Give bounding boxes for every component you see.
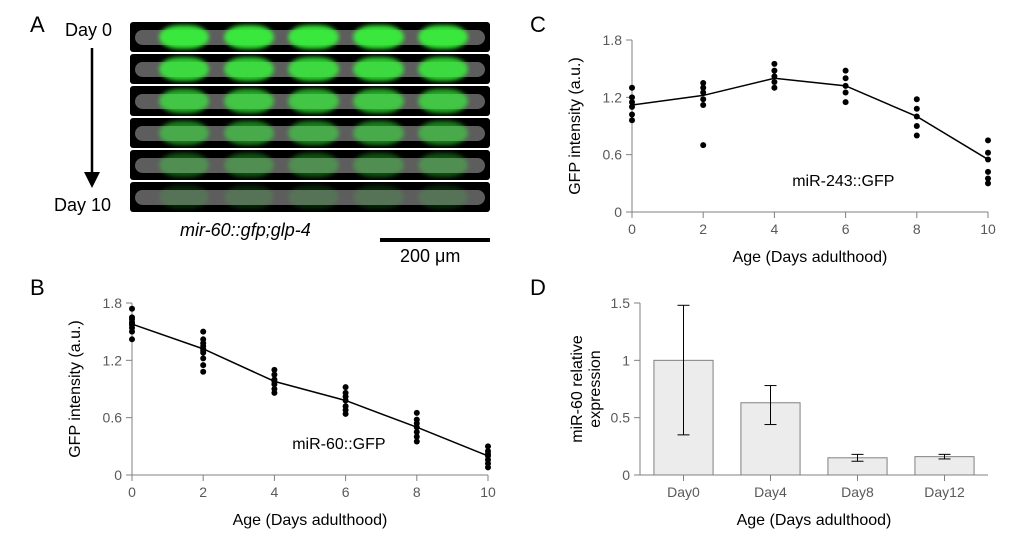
panel-label-B: B — [30, 275, 45, 301]
figure-root: A B C D Day 0 Day 10 mir-60::gfp;glp-4 2… — [0, 0, 1020, 540]
panel-A-day-bottom: Day 10 — [54, 195, 111, 216]
chart-C: 00.61.21.80246810miR-243::GFPAge (Days a… — [560, 22, 1000, 272]
svg-text:Age (Days adulthood): Age (Days adulthood) — [733, 249, 888, 266]
svg-text:0: 0 — [622, 467, 630, 483]
svg-text:0: 0 — [628, 221, 636, 237]
svg-text:1.2: 1.2 — [603, 89, 623, 105]
svg-text:GFP intensity (a.u.): GFP intensity (a.u.) — [67, 320, 84, 458]
svg-text:miR-243::GFP: miR-243::GFP — [792, 173, 894, 190]
svg-text:Day12: Day12 — [924, 484, 965, 500]
svg-text:8: 8 — [913, 221, 921, 237]
svg-text:6: 6 — [842, 221, 850, 237]
svg-text:expression: expression — [587, 350, 604, 427]
svg-text:1.2: 1.2 — [103, 352, 123, 368]
svg-text:Age (Days adulthood): Age (Days adulthood) — [737, 512, 892, 529]
panel-label-D: D — [530, 275, 546, 301]
svg-text:miR-60 relative: miR-60 relative — [569, 335, 586, 443]
chart-D: 0 0.5 1 1.5 Day0 Day4 Day8 Day12 Age (Days adult… — [560, 285, 1000, 535]
worm-row — [130, 118, 490, 148]
svg-text:Age (Days adulthood): Age (Days adulthood) — [233, 512, 388, 529]
panel-label-C: C — [530, 12, 546, 38]
worm-row — [130, 86, 490, 116]
svg-text:10: 10 — [980, 221, 996, 237]
panel-A-day-top: Day 0 — [65, 20, 112, 41]
worm-row — [130, 54, 490, 84]
svg-text:Day4: Day4 — [754, 484, 787, 500]
panel-A-scale-label: 200 μm — [400, 246, 460, 267]
chart-B: 00.61.21.80246810miR-60::GFPAge (Days ad… — [60, 285, 500, 535]
svg-text:2: 2 — [199, 484, 207, 500]
panel-A-strain: mir-60::gfp;glp-4 — [180, 220, 311, 241]
svg-text:1: 1 — [622, 352, 630, 368]
worm-row — [130, 182, 490, 212]
svg-text:0.6: 0.6 — [103, 410, 123, 426]
svg-text:8: 8 — [413, 484, 421, 500]
svg-text:1.8: 1.8 — [603, 32, 623, 48]
svg-text:0: 0 — [114, 467, 122, 483]
svg-text:GFP intensity (a.u.): GFP intensity (a.u.) — [567, 57, 584, 195]
svg-text:1.8: 1.8 — [103, 295, 123, 311]
panel-A-scale-bar — [380, 238, 490, 242]
svg-text:miR-60::GFP: miR-60::GFP — [292, 436, 385, 453]
worm-row — [130, 150, 490, 180]
svg-text:0: 0 — [128, 484, 136, 500]
svg-text:4: 4 — [271, 484, 279, 500]
panel-A-arrow-icon — [80, 48, 104, 188]
svg-text:Day8: Day8 — [841, 484, 874, 500]
svg-text:2: 2 — [699, 221, 707, 237]
panel-label-A: A — [30, 12, 45, 38]
svg-text:0: 0 — [614, 204, 622, 220]
svg-text:0.5: 0.5 — [611, 410, 631, 426]
svg-text:10: 10 — [480, 484, 496, 500]
svg-text:4: 4 — [771, 221, 779, 237]
svg-text:1.5: 1.5 — [611, 295, 631, 311]
svg-text:0.6: 0.6 — [603, 147, 623, 163]
svg-text:6: 6 — [342, 484, 350, 500]
worm-row — [130, 22, 490, 52]
svg-text:Day0: Day0 — [667, 484, 700, 500]
